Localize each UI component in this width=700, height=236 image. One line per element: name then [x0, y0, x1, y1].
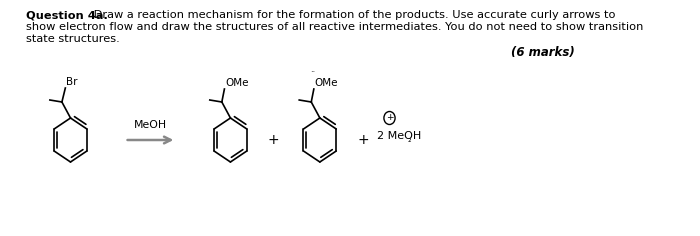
- Text: 2 MeOH: 2 MeOH: [377, 131, 421, 141]
- Text: show electron flow and draw the structures of all reactive intermediates. You do: show electron flow and draw the structur…: [26, 22, 643, 32]
- Text: +: +: [267, 133, 279, 147]
- Text: (6 marks): (6 marks): [510, 46, 575, 59]
- Text: OMe: OMe: [225, 78, 248, 88]
- Text: Br: Br: [66, 77, 78, 87]
- Text: MeOH: MeOH: [134, 120, 167, 130]
- Text: ₂: ₂: [407, 135, 411, 143]
- Text: +: +: [357, 133, 369, 147]
- Text: Question 4a.: Question 4a.: [26, 10, 108, 20]
- Text: Draw a reaction mechanism for the formation of the products. Use accurate curly : Draw a reaction mechanism for the format…: [90, 10, 616, 20]
- Text: state structures.: state structures.: [26, 34, 120, 44]
- Text: OMe: OMe: [315, 78, 338, 88]
- Text: ··: ··: [310, 68, 316, 77]
- Text: +: +: [386, 114, 393, 122]
